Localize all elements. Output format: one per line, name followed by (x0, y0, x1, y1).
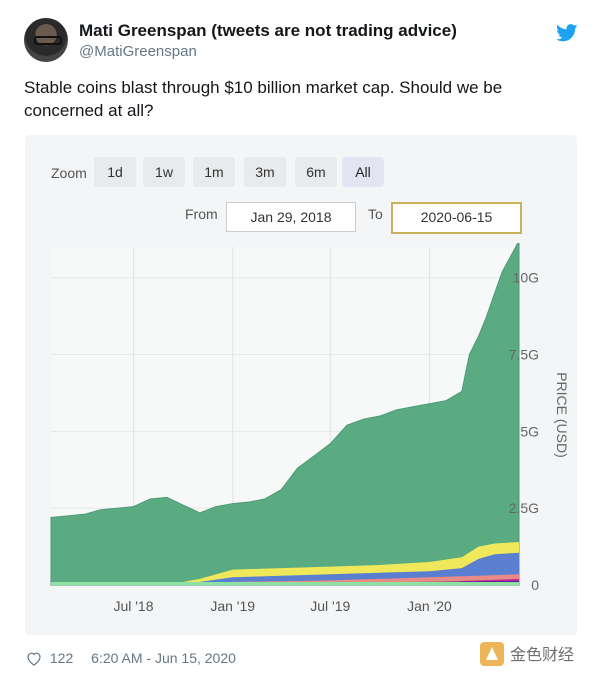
tweet-header: Mati Greenspan (tweets are not trading a… (24, 18, 580, 64)
y-tick-label: 7.5G (509, 347, 539, 363)
zoom-button-6m[interactable]: 6m (295, 157, 337, 187)
y-axis-title: PRICE (USD) (554, 372, 570, 458)
user-handle[interactable]: @MatiGreenspan (79, 43, 197, 60)
tweet-text: Stable coins blast through $10 billion m… (24, 78, 503, 120)
x-tick-label: Jan '19 (210, 598, 255, 614)
x-tick-label: Jul '19 (310, 598, 350, 614)
twitter-bird-icon[interactable] (556, 24, 578, 42)
to-date-input[interactable]: 2020-06-15 (391, 202, 522, 234)
like-count[interactable]: 122 (49, 650, 74, 666)
from-label: From (185, 206, 218, 222)
y-tick-label: 0 (531, 577, 539, 593)
x-tick-label: Jan '20 (407, 598, 452, 614)
zoom-button-all[interactable]: All (342, 157, 384, 187)
zoom-button-1d[interactable]: 1d (94, 157, 136, 187)
zoom-label: Zoom (51, 165, 87, 181)
tweet-timestamp[interactable]: 6:20 AM - Jun 15, 2020 (91, 650, 236, 666)
zoom-button-1w[interactable]: 1w (143, 157, 185, 187)
series-area-blue (51, 552, 519, 585)
jinse-watermark: 金色财经 (480, 642, 574, 666)
heart-icon[interactable] (26, 651, 42, 666)
avatar[interactable] (24, 18, 68, 62)
to-label: To (368, 206, 383, 222)
zoom-button-1m[interactable]: 1m (193, 157, 235, 187)
x-tick-label: Jul '18 (113, 598, 153, 614)
series-area-total (50, 243, 520, 586)
y-tick-label: 5G (520, 423, 539, 439)
from-date-input[interactable]: Jan 29, 2018 (226, 202, 356, 232)
baseline-strip (51, 582, 519, 585)
zoom-button-3m[interactable]: 3m (244, 157, 286, 187)
tweet-footer: 122 6:20 AM - Jun 15, 2020 (26, 650, 236, 666)
market-cap-chart[interactable]: Jul '18 Jan '19 Jul '19 Jan '20 0 2.5G 5G 7.5G 1… (25, 243, 577, 635)
display-name[interactable]: Mati Greenspan (tweets are not trading a… (79, 21, 457, 40)
chart-card: Zoom 1d 1w 1m 3m 6m All From Jan 29, 2018 To … (25, 135, 577, 635)
watermark-text: 金色财经 (510, 645, 574, 664)
y-tick-label: 10G (513, 270, 539, 286)
y-tick-label: 2.5G (509, 500, 539, 516)
